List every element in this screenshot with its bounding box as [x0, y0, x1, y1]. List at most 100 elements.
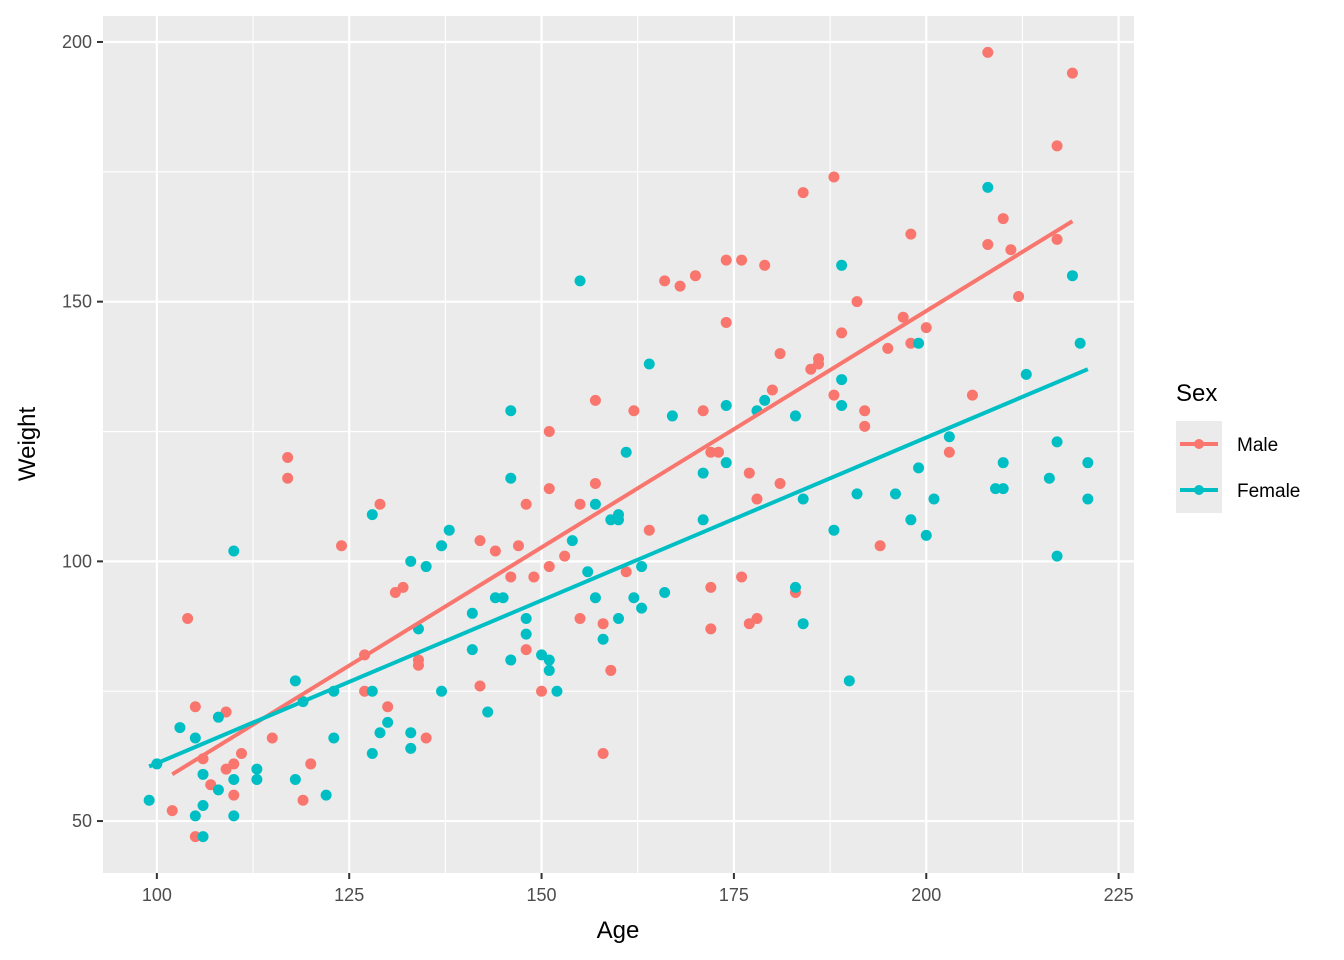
data-point-male	[774, 477, 786, 489]
data-point-male	[297, 794, 309, 806]
data-point-male	[705, 623, 717, 635]
data-point-male	[205, 779, 217, 791]
data-point-male	[597, 618, 609, 630]
data-point-male	[751, 493, 763, 505]
x-tick-label: 100	[142, 885, 172, 905]
data-point-male	[743, 618, 755, 630]
x-tick-label: 150	[527, 885, 557, 905]
data-point-male	[851, 296, 863, 308]
data-point-male	[705, 446, 717, 458]
data-point-female	[836, 374, 848, 386]
data-point-male	[805, 363, 817, 375]
data-point-male	[189, 831, 201, 843]
data-point-male	[759, 259, 771, 271]
data-point-female	[828, 524, 840, 536]
data-point-female	[405, 555, 417, 567]
data-point-male	[659, 275, 671, 287]
data-point-female	[851, 488, 863, 500]
data-point-male	[597, 748, 609, 760]
data-point-female	[505, 472, 517, 484]
data-point-male	[643, 524, 655, 536]
data-points	[143, 46, 1094, 843]
x-axis-ticks: 100 125 150 175 200 225	[142, 873, 1134, 905]
data-point-female	[189, 810, 201, 822]
data-point-male	[774, 348, 786, 360]
data-point-male	[628, 405, 640, 417]
data-point-female	[505, 405, 517, 417]
data-point-male	[520, 644, 532, 656]
fit-lines	[148, 219, 1089, 777]
data-point-male	[512, 540, 524, 552]
x-tick-label: 225	[1104, 885, 1134, 905]
data-point-male	[228, 758, 240, 770]
y-tick-label: 50	[72, 811, 92, 831]
data-point-male	[543, 561, 555, 573]
data-point-female	[228, 545, 240, 557]
data-point-male	[874, 540, 886, 552]
data-point-male	[589, 477, 601, 489]
data-point-male	[1013, 290, 1025, 302]
data-point-male	[189, 701, 201, 713]
data-point-female	[628, 592, 640, 604]
data-point-female	[636, 602, 648, 614]
data-point-male	[505, 571, 517, 583]
data-point-female	[720, 457, 732, 469]
data-point-female	[889, 488, 901, 500]
data-point-male	[751, 612, 763, 624]
data-point-male	[412, 659, 424, 671]
data-point-female	[320, 789, 332, 801]
data-point-male	[282, 451, 294, 463]
data-point-female	[759, 394, 771, 406]
data-point-male	[559, 550, 571, 562]
data-point-male	[689, 270, 701, 282]
data-point-female	[366, 748, 378, 760]
data-point-male	[228, 789, 240, 801]
data-point-female	[543, 664, 555, 676]
data-point-male	[282, 472, 294, 484]
data-point-female	[289, 774, 301, 786]
data-point-male	[536, 685, 548, 697]
data-point-male	[766, 384, 778, 396]
data-point-female	[482, 706, 494, 718]
data-point-female	[374, 727, 386, 739]
data-point-male	[574, 498, 586, 510]
data-point-female	[905, 514, 917, 526]
y-tick-label: 100	[62, 551, 92, 571]
data-point-female	[659, 587, 671, 599]
data-point-female	[443, 524, 455, 536]
data-point-male	[720, 316, 732, 328]
data-point-female	[197, 831, 209, 843]
x-axis-title: Age	[597, 917, 640, 944]
data-point-male	[736, 254, 748, 266]
data-point-male	[605, 664, 617, 676]
data-point-male	[336, 540, 348, 552]
data-point-female	[797, 618, 809, 630]
data-point-female	[1051, 436, 1063, 448]
data-point-male	[520, 498, 532, 510]
data-point-female	[197, 799, 209, 811]
legend-label-male: Male	[1237, 435, 1278, 456]
data-point-female	[566, 535, 578, 547]
data-point-male	[697, 405, 709, 417]
data-point-male	[305, 758, 317, 770]
data-point-male	[882, 342, 894, 354]
data-point-female	[913, 337, 925, 349]
data-point-female	[843, 675, 855, 687]
data-point-female	[436, 540, 448, 552]
data-point-female	[920, 529, 932, 541]
data-point-female	[589, 592, 601, 604]
data-point-female	[1020, 368, 1032, 380]
data-point-female	[589, 498, 601, 510]
data-point-female	[505, 654, 517, 666]
data-point-male	[397, 581, 409, 593]
data-point-male	[474, 535, 486, 547]
data-point-male	[674, 280, 686, 292]
fit-line-male	[171, 219, 1074, 777]
data-point-female	[174, 722, 186, 734]
data-point-female	[943, 431, 955, 443]
data-point-male	[982, 46, 994, 58]
data-point-female	[436, 685, 448, 697]
data-point-female	[613, 612, 624, 624]
data-point-male	[389, 587, 401, 599]
